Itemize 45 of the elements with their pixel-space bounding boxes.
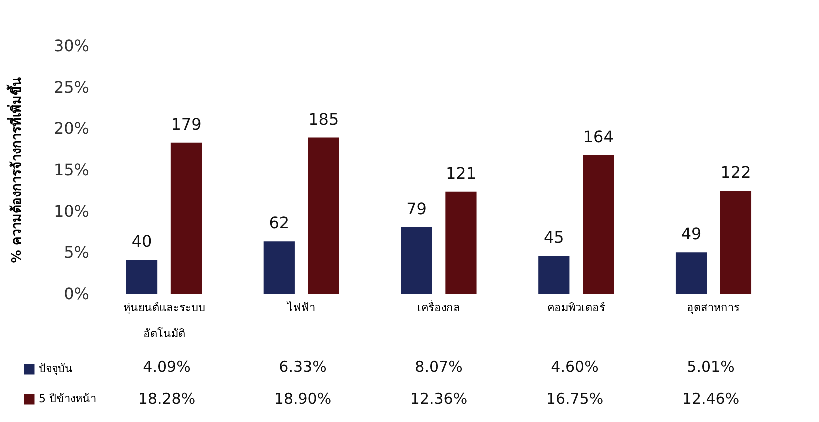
annotation: 121 [446,164,476,183]
bar [308,138,340,294]
x-tick-label: คอมพิวเตอร์ [547,302,606,314]
data-label: 12.46% [682,390,740,408]
x-tick-label: หุ่นยนต์และระบบ อัตโนมัติ [123,302,206,340]
annotation: 79 [406,199,427,218]
bar [676,252,708,294]
y-tick-label: 30% [54,36,90,56]
data-label: 4.09% [143,358,191,376]
y-axis-title: % ความต้องการจ้างการที่เพิ่มขึ้น [6,78,25,264]
annotation: 185 [308,110,340,129]
bar [446,192,477,294]
bar [264,242,295,294]
y-tick-label: 0% [64,284,90,304]
y-tick-label: 5% [64,243,90,262]
annotation: 179 [171,114,202,134]
legend-label: 5 ปีข้างหน้า [39,392,96,406]
data-label: 18.90% [274,390,332,408]
y-tick-label: 25% [54,78,90,97]
annotation: 45 [544,228,564,247]
annotation: 122 [720,162,752,182]
y-tick-label: 20% [54,119,90,138]
x-tick-label: ไฟฟ้า [286,302,316,314]
data-label: 6.33% [279,358,327,376]
bar [126,260,158,294]
y-tick-label: 15% [54,160,90,180]
bar [720,190,752,294]
data-label: 12.36% [410,390,468,408]
annotation: 49 [681,224,702,244]
data-label: 4.60% [551,358,599,376]
data-label: 18.28% [138,390,196,408]
x-tick-label: อุตสาหการ [687,302,740,314]
annotation: 62 [269,214,290,233]
data-label: 8.07% [415,358,463,376]
x-tick-label: เครื่องกล [418,300,460,314]
data-label: 16.75% [546,390,604,408]
bar [583,156,614,294]
bar [538,256,570,294]
annotation: 40 [132,232,152,252]
legend-label: ปัจจุบัน [39,362,73,376]
bar [170,142,202,294]
bar [401,227,432,294]
y-tick-label: 10% [54,202,90,221]
annotation: 164 [583,128,614,147]
data-label: 5.01% [687,358,735,376]
